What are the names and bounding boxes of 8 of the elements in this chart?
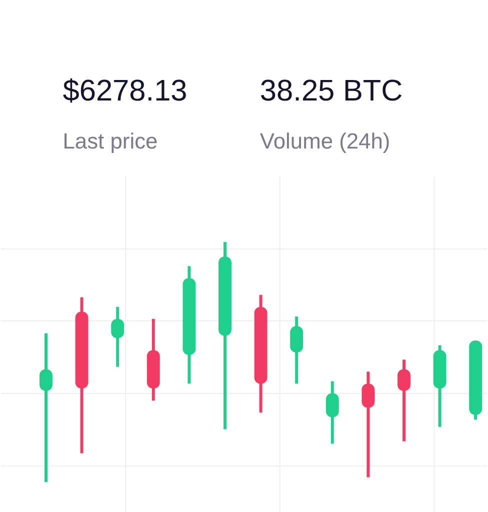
candlestick [40, 332, 52, 484]
candlestick [398, 358, 410, 443]
text: 38.25 BTC [260, 74, 403, 108]
candlestick [111, 305, 124, 368]
text: $6278.13 [62, 74, 188, 108]
text: Last price [62, 128, 158, 154]
text: Volume (24h) [260, 128, 390, 154]
candlestick [362, 370, 375, 479]
